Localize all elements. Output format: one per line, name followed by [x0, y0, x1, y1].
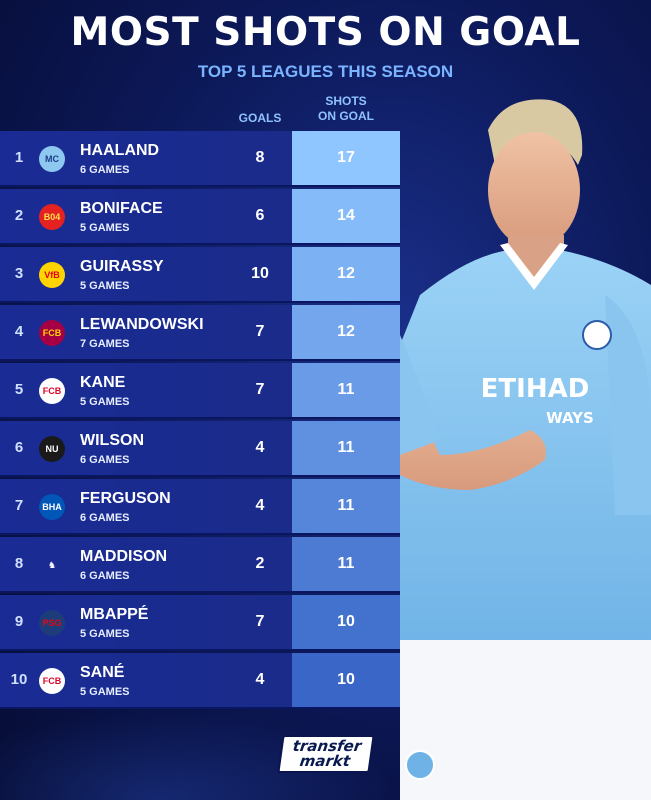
- shots-value: 12: [337, 323, 355, 340]
- row-rank: 8: [14, 555, 24, 572]
- games-played: 5 GAMES: [80, 222, 130, 234]
- player-name: WILSON: [80, 432, 144, 449]
- column-header-goals: GOALS: [238, 111, 282, 125]
- shots-value: 11: [337, 555, 355, 572]
- jersey-sponsor-line2: WAYS: [546, 409, 594, 427]
- shots-value: 10: [337, 671, 355, 688]
- player-name: GUIRASSY: [80, 258, 164, 275]
- barcelona-crest-icon: FCB: [39, 320, 65, 346]
- row-background: [0, 595, 292, 651]
- row-rank: 9: [14, 613, 24, 630]
- games-played: 5 GAMES: [80, 396, 130, 408]
- table-row: 10 FCB SANÉ 5 GAMES 4 10: [0, 653, 400, 709]
- games-played: 6 GAMES: [80, 164, 130, 176]
- page-title: MOST SHOTS ON GOAL: [70, 10, 581, 55]
- shots-value: 12: [337, 265, 355, 282]
- games-played: 6 GAMES: [80, 512, 130, 524]
- player-name: SANÉ: [80, 664, 125, 681]
- bayern-crest-icon: FCB: [39, 668, 65, 694]
- column-header-shots: SHOTS ON GOAL: [292, 94, 400, 124]
- row-background: [0, 189, 292, 245]
- table-row: 4 FCB LEWANDOWSKI 7 GAMES 7 12: [0, 305, 400, 361]
- tottenham-crest-icon: ♞: [47, 559, 57, 570]
- shots-cell-background: [292, 653, 400, 709]
- goals-value: 4: [255, 439, 265, 456]
- row-rank: 1: [14, 149, 24, 166]
- table-row: 8 ♞ MADDISON 6 GAMES 2 11: [0, 537, 400, 593]
- shots-cell-background: [292, 479, 400, 535]
- player-name: KANE: [80, 374, 126, 391]
- shots-cell-background: [292, 595, 400, 651]
- row-rank: 4: [14, 323, 24, 340]
- table-row: 1 MC HAALAND 6 GAMES 8 17: [0, 131, 400, 187]
- transfermarkt-logo: transfer markt: [277, 735, 375, 773]
- row-rank: 2: [14, 207, 24, 224]
- row-rank: 5: [14, 381, 24, 398]
- row-rank: 6: [14, 439, 24, 456]
- shots-value: 11: [337, 497, 355, 514]
- goals-value: 8: [255, 149, 265, 166]
- shots-value: 11: [337, 381, 355, 398]
- games-played: 5 GAMES: [80, 280, 130, 292]
- table-row: 9 PSG MBAPPÉ 5 GAMES 7 10: [0, 595, 400, 651]
- shots-value: 11: [337, 439, 355, 456]
- row-rank: 3: [14, 265, 24, 282]
- games-played: 5 GAMES: [80, 628, 130, 640]
- shots-cell-background: [292, 247, 400, 303]
- player-name: HAALAND: [80, 142, 160, 159]
- shots-cell-background: [292, 305, 400, 361]
- player-name: MBAPPÉ: [80, 606, 149, 623]
- games-played: 6 GAMES: [80, 454, 130, 466]
- goals-value: 10: [251, 265, 269, 282]
- player-name: FERGUSON: [80, 490, 171, 507]
- games-played: 7 GAMES: [80, 338, 130, 350]
- goals-value: 4: [255, 497, 265, 514]
- shots-cell-background: [292, 363, 400, 419]
- row-rank: 10: [10, 671, 28, 688]
- table-row: 5 FCB KANE 5 GAMES 7 11: [0, 363, 400, 419]
- player-photo: ETIHAD WAYS: [400, 99, 651, 800]
- bayern-crest-icon: FCB: [39, 378, 65, 404]
- shots-value: 14: [337, 207, 355, 224]
- games-played: 6 GAMES: [80, 570, 130, 582]
- newcastle-crest-icon: NU: [39, 436, 65, 462]
- row-rank: 7: [14, 497, 24, 514]
- stuttgart-crest-icon: VfB: [39, 262, 65, 288]
- column-header-shots-line1: SHOTS: [325, 94, 367, 108]
- man-city-crest-icon: MC: [39, 146, 65, 172]
- goals-value: 7: [255, 381, 265, 398]
- shots-cell-background: [292, 537, 400, 593]
- goals-value: 2: [255, 555, 265, 572]
- shots-cell-background: [292, 421, 400, 477]
- goals-value: 4: [255, 671, 265, 688]
- shots-value: 17: [337, 149, 355, 166]
- row-background: [0, 363, 292, 419]
- goals-value: 7: [255, 613, 265, 630]
- player-name: LEWANDOWSKI: [80, 316, 204, 333]
- table-row: 3 VfB GUIRASSY 5 GAMES 10 12: [0, 247, 400, 303]
- leverkusen-crest-icon: B04: [39, 204, 65, 230]
- shots-cell-background: [292, 131, 400, 187]
- shots-value: 10: [337, 613, 355, 630]
- table-row: 7 BHA FERGUSON 6 GAMES 4 11: [0, 479, 400, 535]
- player-name: BONIFACE: [80, 200, 163, 217]
- goals-value: 6: [255, 207, 265, 224]
- brighton-crest-icon: BHA: [39, 494, 65, 520]
- psg-crest-icon: PSG: [39, 610, 65, 636]
- logo-line2: markt: [298, 752, 352, 770]
- goals-value: 7: [255, 323, 265, 340]
- column-header-shots-line2: ON GOAL: [318, 109, 374, 123]
- jersey-sponsor-line1: ETIHAD: [481, 374, 590, 404]
- table-row: 2 B04 BONIFACE 5 GAMES 6 14: [0, 189, 400, 245]
- player-name: MADDISON: [80, 548, 168, 565]
- table-row: 6 NU WILSON 6 GAMES 4 11: [0, 421, 400, 477]
- shots-cell-background: [292, 189, 400, 245]
- row-background: [0, 537, 292, 593]
- page-subtitle: TOP 5 LEAGUES THIS SEASON: [197, 62, 454, 81]
- games-played: 5 GAMES: [80, 686, 130, 698]
